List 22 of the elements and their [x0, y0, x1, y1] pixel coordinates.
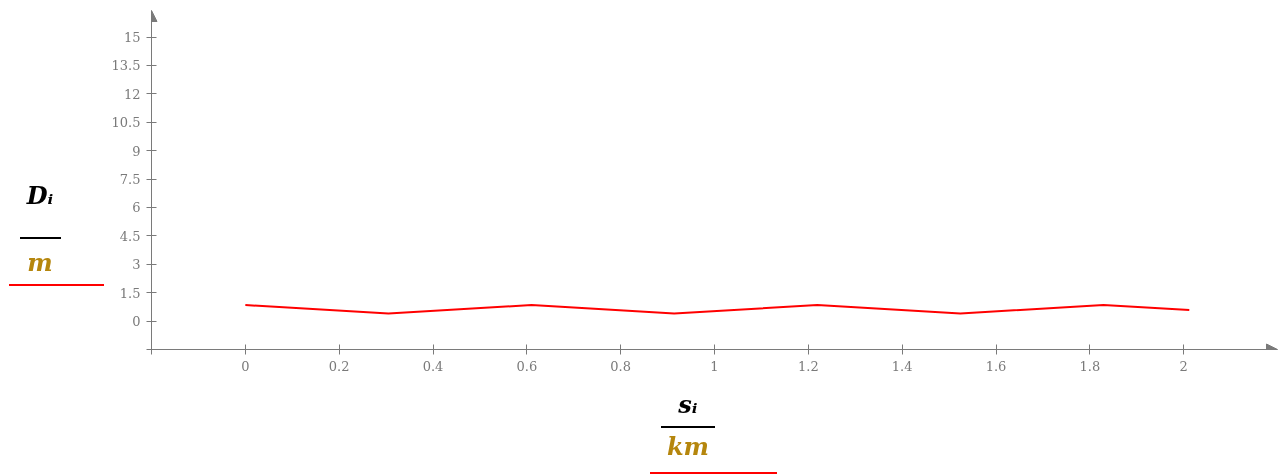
- x-tick-label: 0: [241, 358, 250, 374]
- x-tick-label: 0.4: [422, 358, 444, 374]
- x-tick-label: 2: [1179, 358, 1188, 374]
- y-tick-label: 0: [132, 314, 141, 330]
- y-tick-label: 3: [132, 257, 141, 273]
- y-tick-label: 1.5: [119, 285, 141, 301]
- y-tick-label: 6: [132, 200, 141, 216]
- x-tick-label: 1.8: [1079, 358, 1101, 374]
- x-tick-label: 1: [710, 358, 719, 374]
- y-tick-label: 15: [123, 30, 141, 46]
- x-tick-label: 0.8: [610, 358, 632, 374]
- y-tick-label: 13.5: [111, 58, 141, 74]
- y-tick-label: 10.5: [111, 115, 141, 131]
- y-tick-label: 12: [123, 86, 141, 102]
- y-tick-label: 4.5: [119, 228, 141, 244]
- x-tick-label: 1.2: [798, 358, 819, 374]
- y-tick-label: 7.5: [119, 172, 141, 188]
- x-tick-label: 1.6: [985, 358, 1007, 374]
- x-tick-label: 0.2: [328, 358, 350, 374]
- x-tick-label: 1.4: [891, 358, 913, 374]
- x-tick-label: 0.6: [516, 358, 538, 374]
- y-tick-label: 9: [132, 143, 141, 159]
